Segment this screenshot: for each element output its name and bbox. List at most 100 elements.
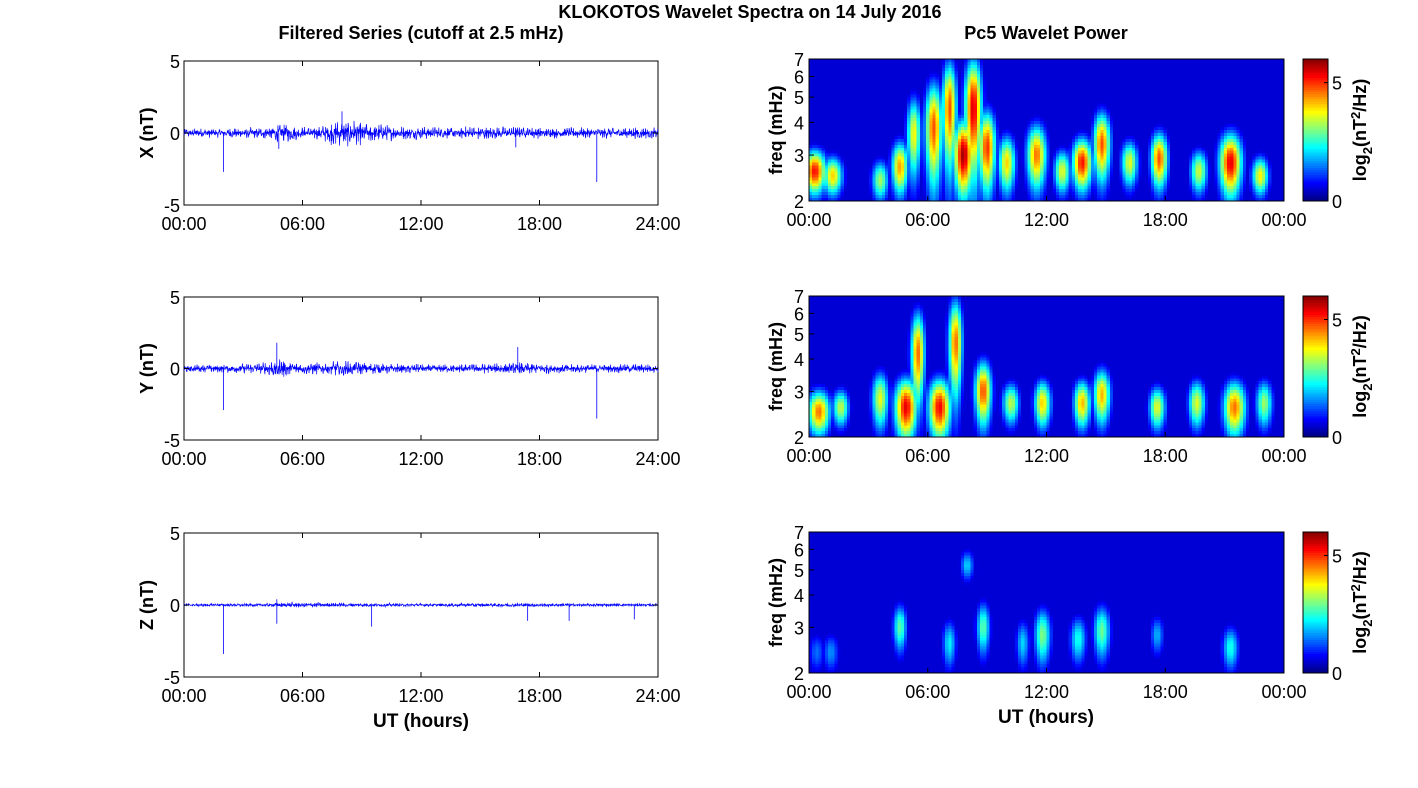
heatmap-cell [1192, 59, 1196, 63]
heatmap-cell [1223, 59, 1228, 63]
heatmap-cell [948, 91, 953, 96]
heatmap-cell [812, 70, 816, 75]
heatmap-cell [828, 82, 832, 87]
heatmap-cell [843, 73, 848, 78]
heatmap-cell [983, 59, 987, 63]
yaxis-label: Y (nT) [137, 343, 157, 394]
heatmap-cell [894, 79, 899, 84]
heatmap-cell [843, 100, 848, 104]
heatmap-cell [1220, 103, 1225, 107]
heatmap-cell [878, 82, 883, 87]
heatmap-cell [1071, 94, 1076, 99]
heatmap-cell [1094, 73, 1098, 78]
heatmap-cell [1081, 64, 1086, 69]
heatmap-cell [976, 112, 981, 116]
heatmap-cell [885, 91, 889, 96]
heatmap-cell [1128, 94, 1133, 99]
heatmap-cell [869, 59, 873, 63]
heatmap-cell [815, 106, 820, 110]
heatmap-cell [1046, 67, 1051, 72]
heatmap-cell [1113, 100, 1117, 104]
heatmap-cell [938, 94, 943, 99]
heatmap-cell [973, 59, 978, 63]
heatmap-cell [1144, 59, 1149, 63]
heatmap-cell [1204, 73, 1209, 78]
heatmap-cell [853, 91, 858, 96]
heatmap-cell [989, 106, 994, 110]
heatmap-cell [1049, 64, 1054, 69]
heatmap-cell [862, 59, 867, 63]
heatmap-cell [1208, 76, 1212, 81]
heatmap-cell [1087, 70, 1092, 75]
heatmap-cell [1271, 85, 1276, 90]
heatmap-cell [919, 88, 924, 93]
heatmap-cell [1081, 94, 1086, 99]
heatmap-cell [1141, 91, 1146, 96]
heatmap-cell [1176, 85, 1181, 90]
heatmap-cell [1154, 79, 1158, 84]
heatmap-cell [916, 85, 921, 90]
heatmap-cell [1084, 100, 1089, 104]
heatmap-cell [919, 109, 924, 113]
heatmap-cell [1018, 73, 1022, 78]
heatmap-cell [983, 73, 987, 78]
heatmap-cell [1160, 59, 1165, 63]
heatmap-cell [1271, 59, 1276, 63]
heatmap-cell [1242, 88, 1247, 93]
heatmap-cell [954, 79, 959, 84]
heatmap-cell [1204, 79, 1209, 84]
heatmap-cell [1056, 59, 1060, 63]
heatmap-cell [995, 103, 1000, 107]
heatmap-cell [1002, 76, 1006, 81]
heatmap-cell [818, 103, 823, 107]
heatmap-cell [1246, 103, 1250, 107]
heatmap-cell [1255, 76, 1260, 81]
heatmap-cell [1122, 76, 1127, 81]
heatmap-cell [900, 67, 905, 72]
heatmap-cell [862, 85, 867, 90]
heatmap-cell [1246, 94, 1250, 99]
heatmap-cell [1255, 61, 1260, 66]
heatmap-cell [1280, 79, 1285, 84]
heatmap-cell [1046, 64, 1051, 69]
heatmap-cell [881, 79, 886, 84]
heatmap-cell [1214, 82, 1219, 87]
heatmap-cell [1065, 88, 1070, 93]
heatmap-cell [1208, 67, 1212, 72]
heatmap-cell [891, 73, 896, 78]
heatmap-cell [1261, 61, 1266, 66]
heatmap-cell [1220, 106, 1225, 110]
heatmap-cell [973, 112, 978, 116]
heatmap-cell [1195, 82, 1200, 87]
heatmap-cell [812, 79, 816, 84]
heatmap-cell [1059, 100, 1063, 104]
heatmap-cell [897, 61, 902, 66]
heatmap-cell [1084, 97, 1089, 102]
heatmap-cell [1081, 97, 1086, 102]
heatmap-cell [1204, 67, 1209, 72]
heatmap-cell [1220, 70, 1225, 75]
heatmap-cell [1230, 73, 1234, 78]
heatmap-cell [1071, 109, 1076, 113]
heatmap-cell [1116, 64, 1120, 69]
heatmap-cell [894, 59, 899, 63]
heatmap-cell [1037, 91, 1041, 96]
heatmap-cell [1141, 70, 1146, 75]
heatmap-cell [1005, 79, 1010, 84]
heatmap-cell [837, 82, 842, 87]
heatmap-cell [900, 97, 905, 102]
heatmap-cell [1252, 73, 1257, 78]
heatmap-cell [1033, 91, 1038, 96]
heatmap-cell [1214, 109, 1219, 113]
heatmap-cell [840, 100, 845, 104]
heatmap-cell [961, 70, 965, 75]
heatmap-cell [1249, 59, 1253, 63]
heatmap-cell [1220, 88, 1225, 93]
heatmap-cell [888, 100, 892, 104]
heatmap-cell [1182, 103, 1187, 107]
heatmap-cell [1062, 100, 1067, 104]
heatmap-cell [1059, 85, 1063, 90]
heatmap-cell [1198, 61, 1203, 66]
heatmap-cell [1242, 103, 1247, 107]
heatmap-cell [872, 94, 877, 99]
